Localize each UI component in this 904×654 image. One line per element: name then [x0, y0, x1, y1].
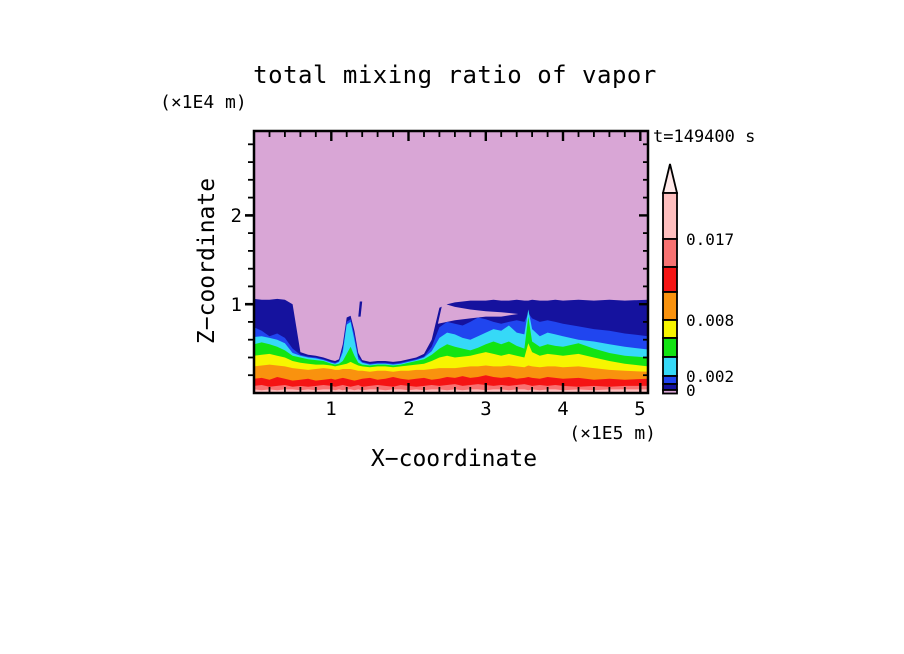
x-tick-label-4: 4 [557, 398, 569, 420]
colorbar-label-0008: 0.008 [686, 311, 735, 330]
colorbar-label-0002: 0.002 [686, 367, 735, 386]
figure-title: total mixing ratio of vapor [253, 61, 657, 89]
colorbar-label-0017: 0.017 [686, 230, 735, 249]
x-tick-label-3: 3 [480, 398, 492, 420]
x-axis-label: X−coordinate [370, 446, 538, 472]
timestamp-label: t=149400 s [653, 127, 756, 147]
x-axis-unit: (×1E5 m) [569, 423, 656, 444]
z-tick-label-2: 2 [230, 205, 242, 227]
x-tick-label-2: 2 [403, 398, 415, 420]
x-tick-label-5: 5 [634, 398, 646, 420]
x-tick-label-1: 1 [325, 398, 337, 420]
z-axis-unit: (×1E4 m) [160, 92, 247, 113]
colorbar-label-0: 0 [686, 381, 696, 400]
z-tick-label-1: 1 [230, 294, 242, 316]
z-axis-label: Z−coordinate [194, 177, 220, 345]
